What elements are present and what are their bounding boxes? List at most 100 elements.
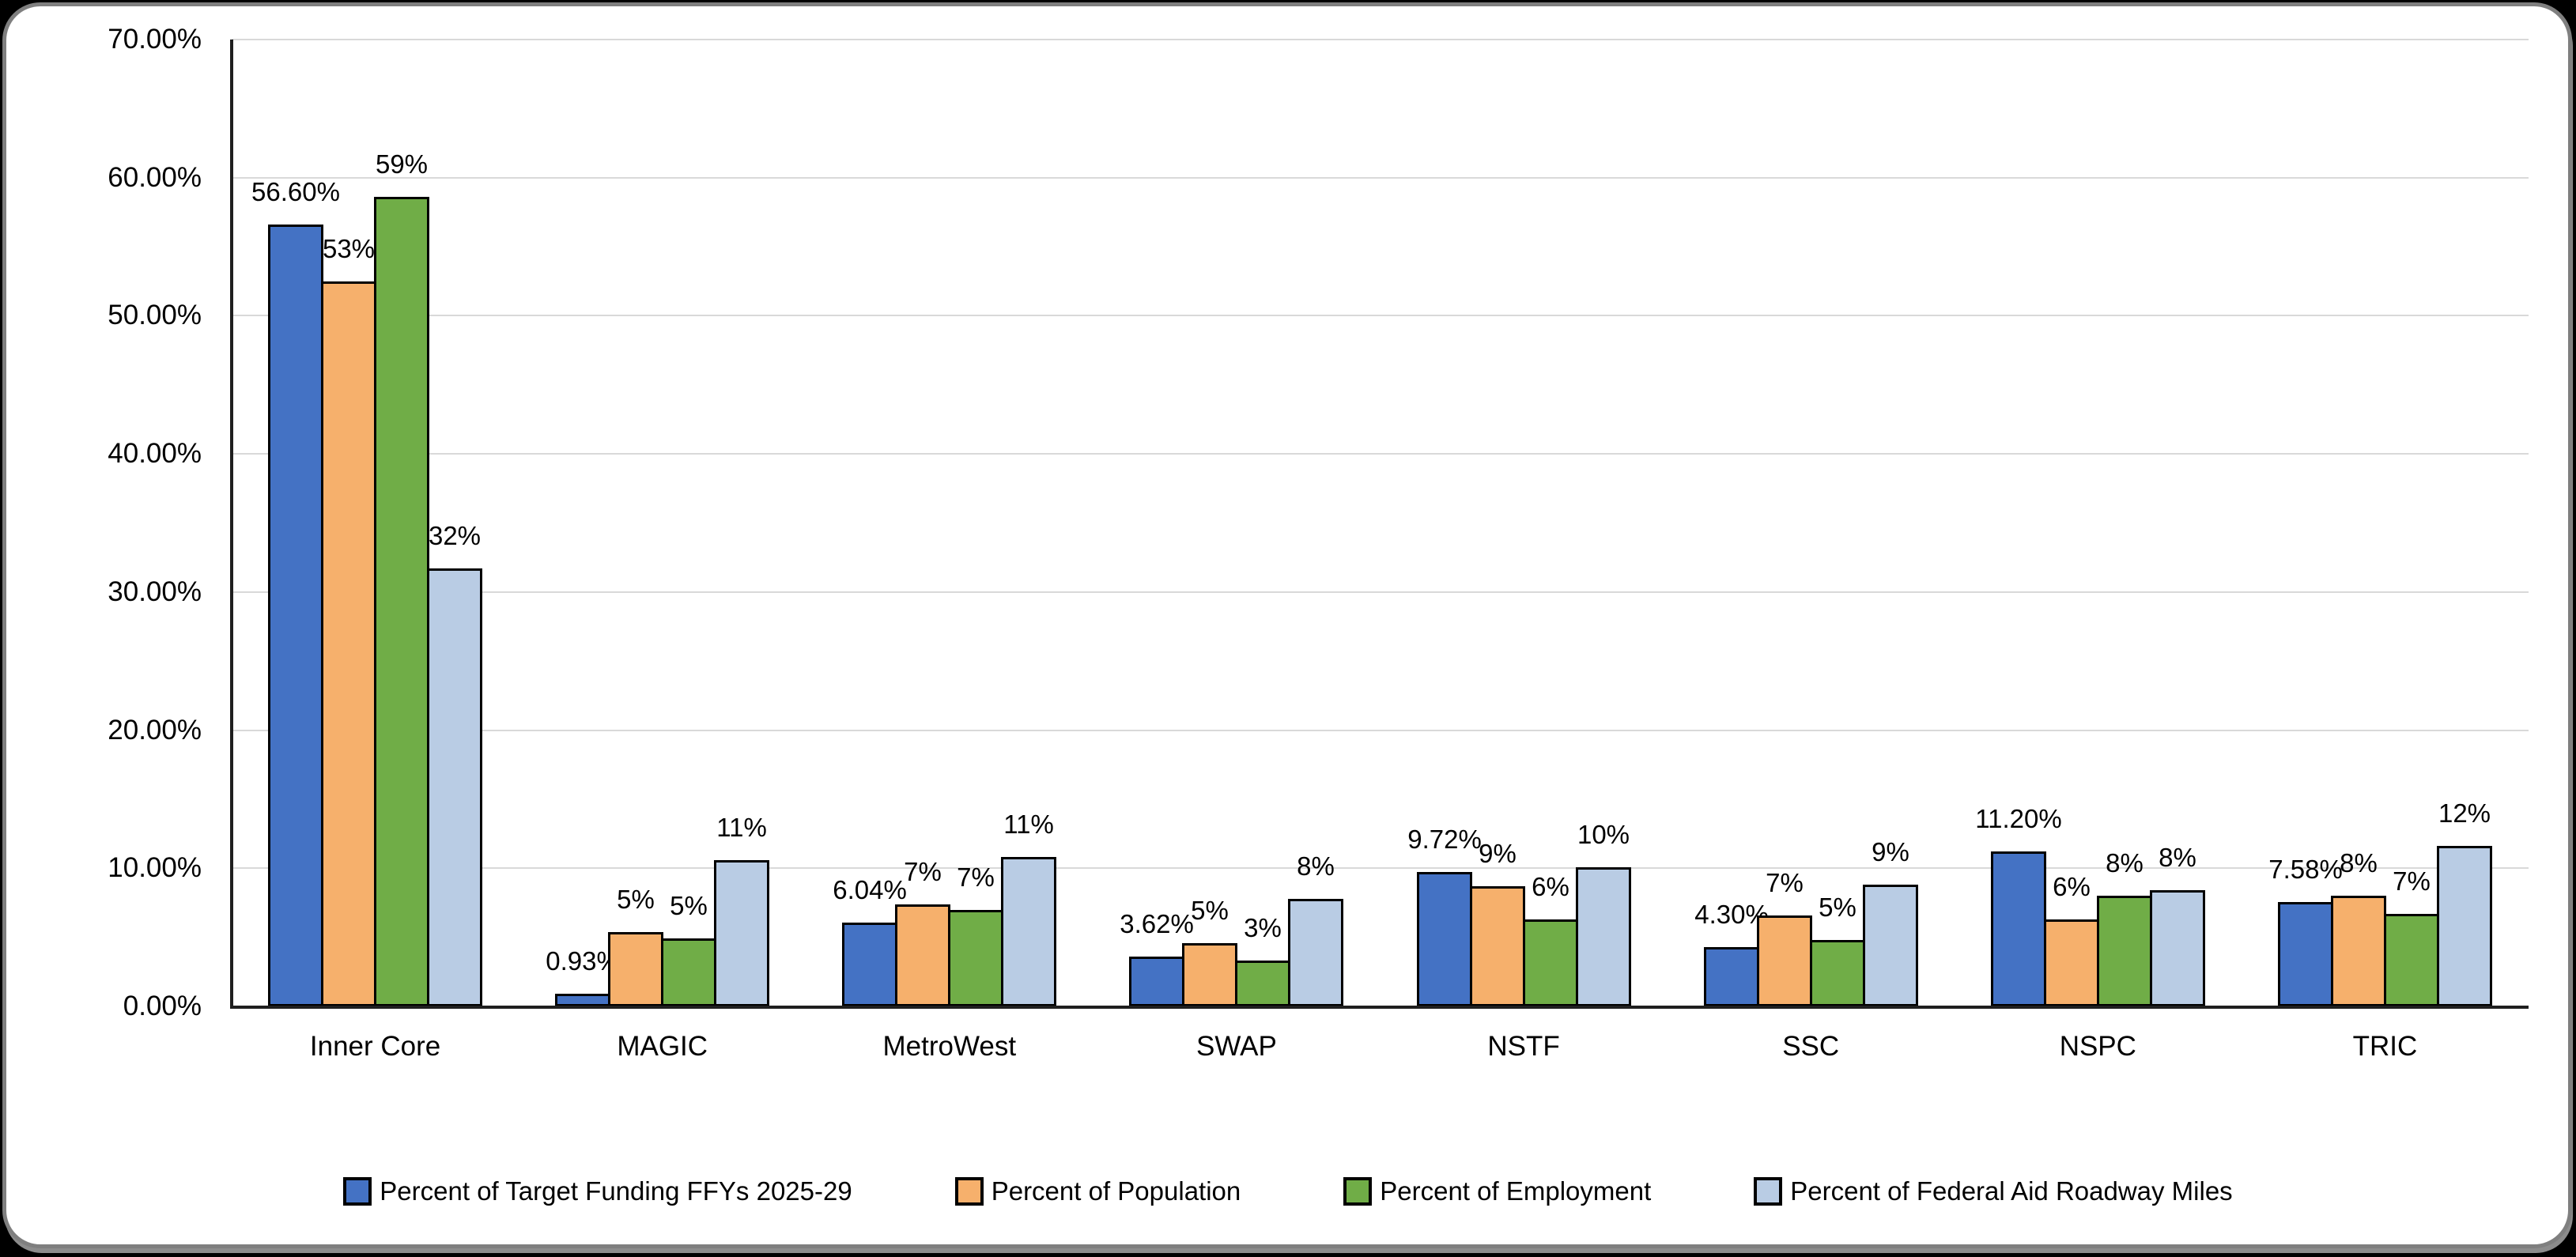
bar [1288, 899, 1343, 1006]
bar-data-label: 10% [1577, 820, 1630, 849]
gridline [232, 315, 2529, 317]
bar [2278, 902, 2333, 1006]
bar [2331, 896, 2386, 1006]
bar [948, 910, 1003, 1006]
bar [1810, 940, 1865, 1006]
legend-label: Percent of Federal Aid Roadway Miles [1790, 1176, 2233, 1206]
bar [895, 904, 950, 1006]
legend-swatch [343, 1177, 372, 1206]
bar-data-label: 5% [1191, 896, 1229, 925]
bar-data-label: 11% [716, 813, 767, 842]
gridline [232, 729, 2529, 731]
bar-data-label: 56.60% [251, 177, 340, 206]
bar-data-label: 6% [1532, 872, 1569, 901]
bar [268, 225, 323, 1006]
bar [1235, 961, 1290, 1006]
bar-data-label: 5% [670, 891, 708, 920]
legend-item: Percent of Federal Aid Roadway Miles [1754, 1176, 2233, 1206]
bar [2437, 846, 2492, 1006]
bar [1470, 886, 1525, 1006]
bar [1704, 947, 1759, 1006]
gridline [232, 453, 2529, 455]
y-tick-label: 40.00% [108, 438, 202, 470]
bar-data-label: 59% [375, 149, 429, 179]
bar [555, 994, 610, 1006]
bar-data-label: 4.30% [1694, 900, 1769, 929]
legend-item: Percent of Target Funding FFYs 2025-29 [343, 1176, 852, 1206]
bar [1182, 943, 1237, 1006]
bar-data-label: 8% [1297, 851, 1335, 881]
legend-swatch [1343, 1177, 1373, 1206]
bar-data-label: 9.72% [1407, 825, 1482, 854]
legend-item: Percent of Employment [1343, 1176, 1651, 1206]
bar-data-label: 7% [2393, 866, 2431, 896]
gridline [232, 39, 2529, 40]
bar [1001, 857, 1056, 1006]
legend: Percent of Target Funding FFYs 2025-29 Pe… [0, 1176, 2576, 1206]
bar [427, 568, 482, 1006]
bar-data-label: 6.04% [833, 875, 907, 904]
gridline [232, 867, 2529, 870]
legend-label: Percent of Population [991, 1176, 1241, 1206]
bar-data-label: 5% [1819, 893, 1856, 922]
bar-data-label: 8% [2340, 848, 2378, 878]
bar-data-label: 32% [428, 521, 482, 550]
category-label: SWAP [1196, 1031, 1277, 1062]
bar-data-label: 3.62% [1120, 909, 1194, 938]
category-label: NSTF [1487, 1031, 1560, 1062]
bar [2384, 914, 2439, 1006]
y-tick-label: 50.00% [108, 300, 202, 331]
bar [1576, 867, 1631, 1006]
bar [1757, 915, 1812, 1006]
bar-data-label: 9% [1872, 837, 1909, 866]
bar-data-label: 5% [617, 885, 655, 914]
category-label: TRIC [2352, 1031, 2418, 1062]
bar-data-label: 7% [957, 863, 995, 892]
legend-label: Percent of Target Funding FFYs 2025-29 [380, 1176, 852, 1206]
bar [608, 932, 663, 1006]
y-tick-label: 20.00% [108, 714, 202, 746]
bar-data-label: 53% [322, 234, 376, 263]
y-axis-line [230, 40, 233, 1009]
category-label: SSC [1782, 1031, 1840, 1062]
category-label: MetroWest [882, 1031, 1017, 1062]
gridline [232, 591, 2529, 593]
legend-item: Percent of Population [954, 1176, 1241, 1206]
gridline [232, 176, 2529, 179]
legend-label: Percent of Employment [1380, 1176, 1652, 1206]
bar-data-label: 7.58% [2268, 855, 2343, 884]
category-label: Inner Core [309, 1031, 441, 1062]
bar-data-label: 6% [2053, 872, 2091, 901]
bar-data-label: 12% [2438, 798, 2491, 828]
bar [714, 860, 769, 1006]
y-tick-label: 10.00% [108, 852, 202, 884]
bar-data-label: 11% [1003, 810, 1054, 839]
bar [1863, 885, 1918, 1006]
bar [842, 923, 897, 1006]
y-tick-label: 0.00% [123, 991, 202, 1021]
category-label: NSPC [2059, 1031, 2136, 1062]
legend-swatch [1754, 1177, 1783, 1206]
y-tick-label: 60.00% [108, 161, 202, 193]
bar-data-label: 8% [2159, 843, 2196, 872]
bar-data-label: 8% [2106, 848, 2144, 878]
y-tick-label: 30.00% [108, 576, 202, 607]
bar [321, 281, 376, 1006]
legend-swatch [954, 1177, 984, 1206]
bar [1523, 919, 1578, 1006]
x-axis-line [230, 1006, 2529, 1009]
bar-data-label: 0.93% [546, 946, 620, 976]
bar [2097, 896, 2152, 1006]
bar [1417, 872, 1472, 1006]
category-label: MAGIC [617, 1031, 708, 1062]
bar-data-label: 9% [1479, 839, 1517, 868]
y-tick-label: 70.00% [108, 24, 202, 55]
bar [374, 197, 429, 1006]
bar-data-label: 7% [904, 857, 942, 886]
bar [1129, 957, 1184, 1006]
bar [2150, 890, 2205, 1006]
bar [1991, 851, 2046, 1006]
bar-data-label: 3% [1244, 913, 1282, 942]
